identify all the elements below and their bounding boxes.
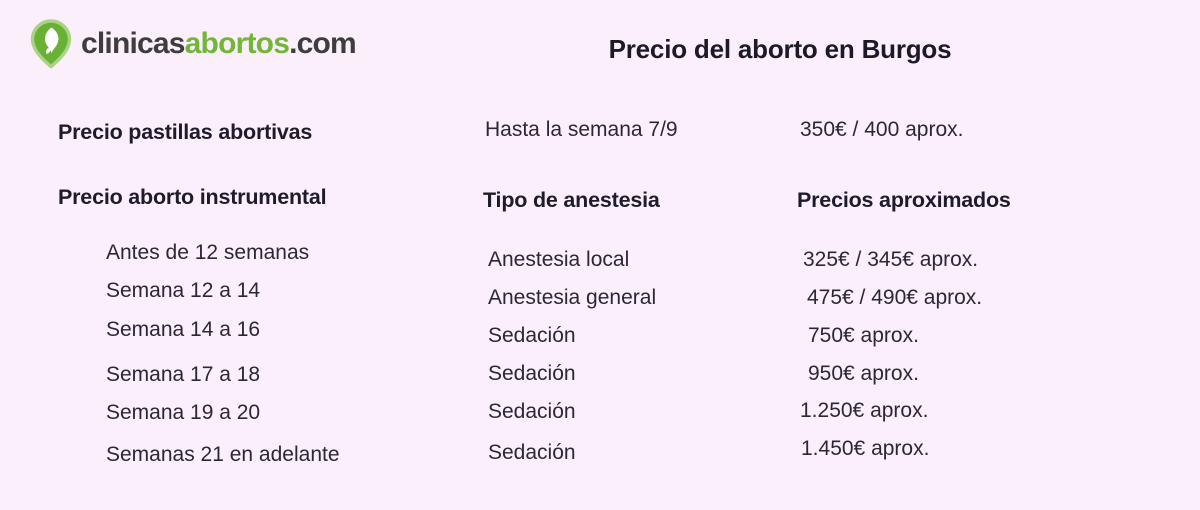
instrumental-section-heading: Precio aborto instrumental — [58, 185, 327, 209]
pills-row-price: 350€ / 400 aprox. — [800, 118, 964, 141]
price-column-header: Precios aproximados — [797, 188, 1011, 212]
logo-brand-suffix: .com — [289, 27, 357, 60]
anesthesia-cell: Sedación — [488, 362, 576, 385]
price-cell: 325€ / 345€ aprox. — [803, 248, 979, 271]
logo-brand-highlight: abortos — [184, 27, 290, 60]
weeks-cell: Semana 17 a 18 — [106, 363, 261, 386]
price-cell: 750€ aprox. — [808, 324, 919, 347]
price-cell: 950€ aprox. — [808, 362, 919, 385]
price-cell: 1.250€ aprox. — [800, 399, 929, 422]
page-title: Precio del aborto en Burgos — [608, 34, 952, 64]
price-cell: 475€ / 490€ aprox. — [807, 286, 983, 309]
anesthesia-cell: Anestesia local — [488, 248, 630, 271]
map-pin-leaf-icon — [30, 19, 72, 69]
price-cell: 1.450€ aprox. — [801, 437, 930, 460]
weeks-cell: Semana 19 a 20 — [106, 401, 261, 424]
weeks-cell: Semana 12 a 14 — [106, 279, 261, 302]
site-logo-text: clinicasabortos.com — [81, 27, 357, 61]
pills-section-heading: Precio pastillas abortivas — [58, 120, 313, 144]
anesthesia-cell: Sedación — [488, 441, 576, 464]
anesthesia-column-header: Tipo de anestesia — [483, 188, 660, 212]
pills-row-label: Hasta la semana 7/9 — [485, 118, 678, 141]
weeks-cell: Semanas 21 en adelante — [106, 443, 340, 466]
weeks-cell: Semana 14 a 16 — [106, 318, 261, 341]
logo-brand-prefix: clinicas — [81, 27, 185, 60]
anesthesia-cell: Sedación — [488, 324, 576, 347]
site-logo: clinicasabortos.com — [28, 19, 357, 69]
weeks-cell: Antes de 12 semanas — [106, 241, 310, 264]
anesthesia-cell: Anestesia general — [488, 286, 657, 309]
anesthesia-cell: Sedación — [488, 400, 576, 423]
